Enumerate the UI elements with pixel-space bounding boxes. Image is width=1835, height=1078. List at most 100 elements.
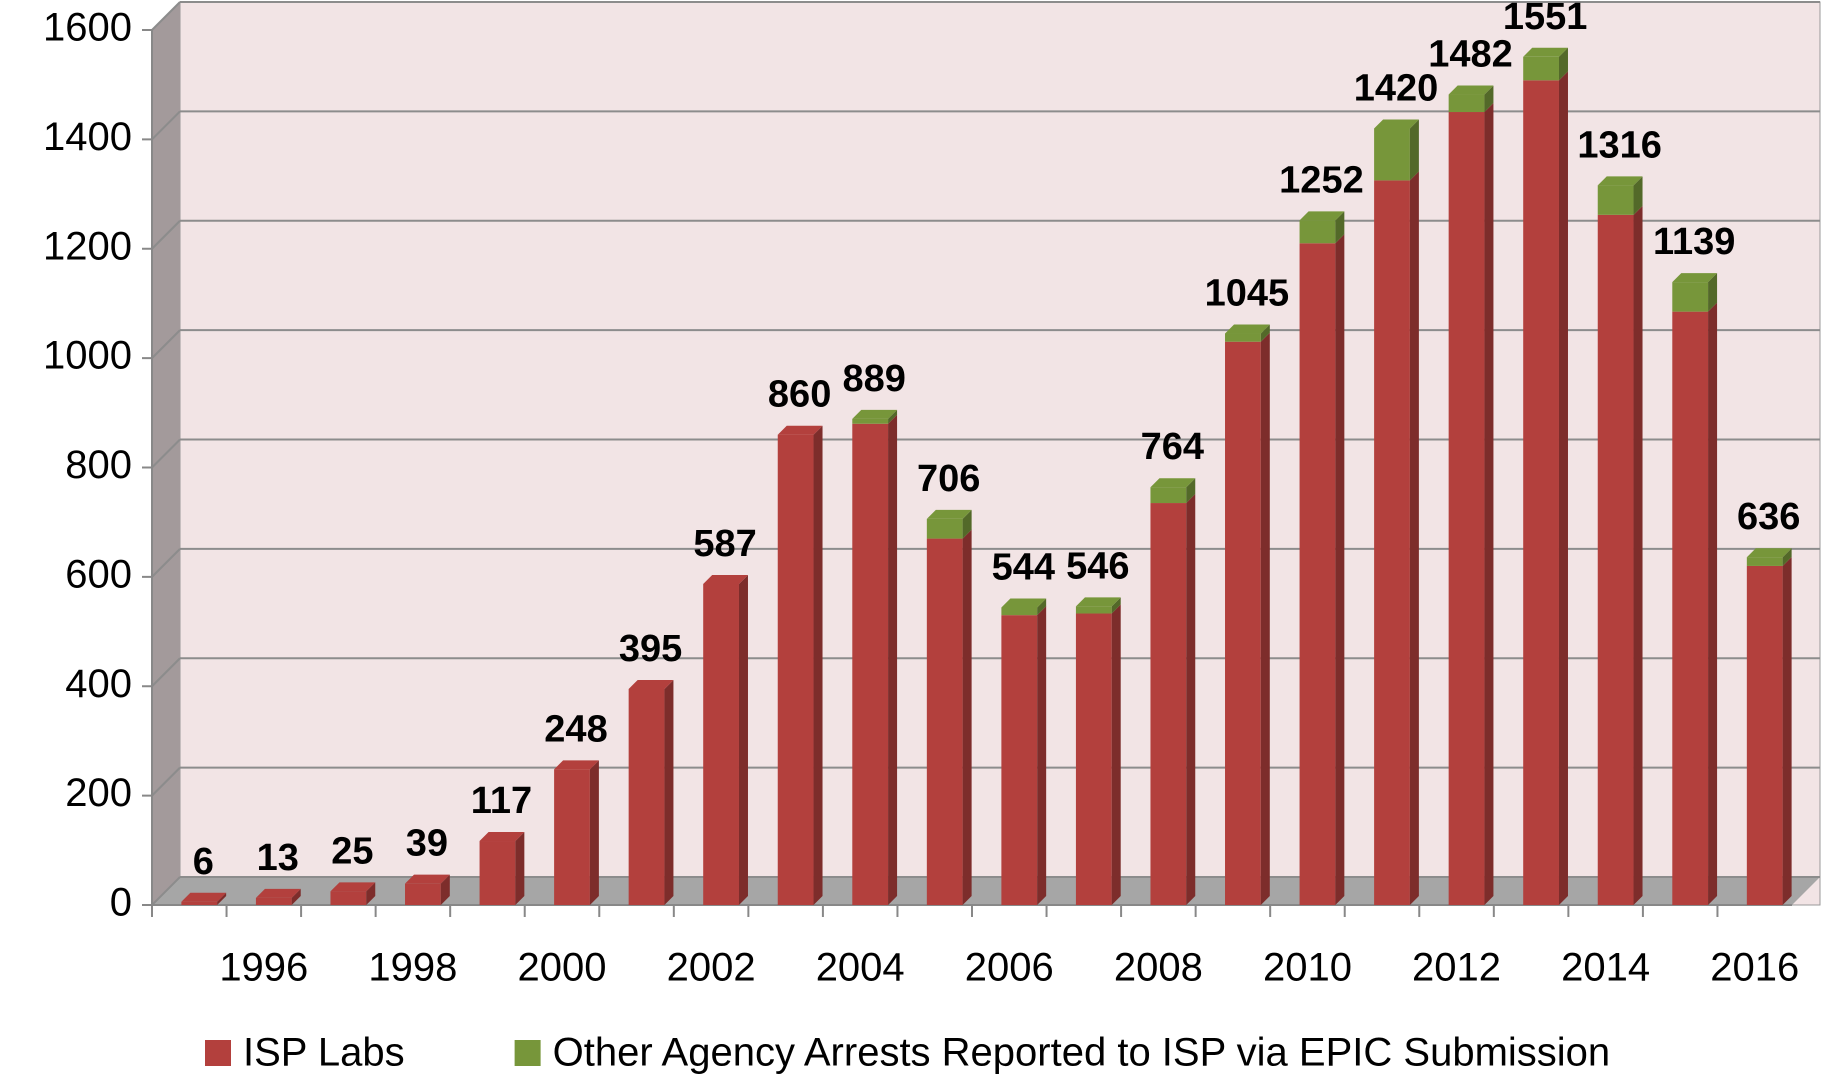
x-tick-label: 2014	[1561, 946, 1650, 990]
bar-top	[703, 574, 748, 584]
bar-side	[1111, 604, 1121, 905]
bar-segment	[479, 841, 516, 905]
data-label: 39	[406, 823, 448, 865]
bar-side	[1633, 176, 1643, 215]
y-tick-label: 1400	[43, 115, 132, 159]
bar-segment	[703, 583, 739, 905]
bar-side	[1409, 171, 1419, 905]
bar-segment	[1150, 503, 1187, 905]
bar-segment	[1597, 214, 1634, 905]
bar-side	[888, 409, 898, 424]
bar-segment	[777, 434, 814, 905]
bar-side	[1708, 302, 1718, 905]
bar-side	[813, 425, 823, 905]
bar-top	[852, 409, 898, 419]
data-label: 1482	[1428, 34, 1513, 76]
bar-side	[1484, 103, 1494, 905]
bar-side	[664, 679, 674, 905]
y-tick-label: 1000	[43, 334, 132, 378]
bar-side	[1335, 211, 1345, 244]
data-label: 117	[471, 780, 532, 822]
bar-top	[1523, 47, 1568, 57]
bar-segment	[1374, 180, 1410, 905]
data-label: 1316	[1577, 124, 1662, 166]
bar-side	[1037, 598, 1047, 616]
bar-segment	[1001, 615, 1038, 905]
bar-side	[1782, 556, 1792, 905]
grid-line-side	[151, 548, 181, 578]
data-label: 25	[331, 830, 373, 872]
data-label: 587	[693, 523, 756, 565]
data-label: 1045	[1205, 273, 1290, 315]
data-label: 860	[768, 374, 831, 416]
bar-side	[738, 574, 748, 905]
bar-top	[1299, 211, 1345, 221]
bar-segment	[1672, 282, 1709, 312]
data-label: 1139	[1653, 221, 1735, 263]
y-tick-label: 1600	[43, 6, 132, 50]
bar-segment	[926, 518, 963, 539]
bar-side	[1708, 273, 1718, 312]
bar-side	[1111, 597, 1121, 614]
floor	[152, 877, 1820, 905]
bar-segment	[1075, 613, 1112, 905]
bar-side	[888, 414, 898, 905]
bar-top	[1150, 478, 1196, 488]
data-label: 1252	[1279, 159, 1364, 201]
bar-segment	[1299, 243, 1336, 905]
bar-segment	[628, 688, 665, 905]
x-tick-label: 1998	[368, 946, 457, 990]
bar-side	[1260, 324, 1270, 342]
data-label: 764	[1141, 426, 1204, 468]
bar-top	[1225, 324, 1270, 334]
bar-side	[1186, 494, 1196, 905]
bar-segment	[1150, 487, 1187, 504]
bar-side	[1558, 71, 1568, 905]
grid-line-side	[151, 220, 181, 250]
data-label: 248	[544, 708, 607, 750]
data-label: 544	[992, 547, 1055, 589]
bar-side	[1186, 478, 1196, 504]
bar-segment	[1746, 565, 1783, 905]
bar-segment	[554, 769, 590, 905]
bar-top	[1001, 598, 1047, 608]
bar-top	[1374, 119, 1419, 129]
x-tick-label: 2012	[1412, 946, 1501, 990]
bar-segment	[1597, 185, 1634, 215]
grid-line-side	[151, 329, 181, 359]
bar-top	[405, 874, 450, 884]
bar-top	[1448, 85, 1494, 95]
plot-wall	[179, 1, 1821, 906]
bar-side	[1782, 548, 1792, 566]
data-label: 13	[257, 837, 299, 879]
grid-line-side	[151, 110, 181, 141]
grid-line-side	[151, 1, 181, 31]
x-tick-label: 2004	[816, 946, 905, 990]
y-tick-label: 400	[65, 662, 132, 706]
legend-swatch	[205, 1040, 231, 1066]
grid-line-side	[151, 876, 181, 906]
x-tick-label: 2002	[667, 946, 756, 990]
bar-segment	[1448, 112, 1485, 905]
bar-segment	[1672, 311, 1709, 905]
x-tick-label: 1996	[219, 946, 308, 990]
grid-line-side	[151, 657, 181, 687]
grid-line-side	[151, 438, 181, 469]
data-label: 546	[1066, 545, 1129, 587]
y-tick-label: 800	[65, 443, 132, 487]
x-tick-label: 2008	[1114, 946, 1203, 990]
bar-segment	[1299, 220, 1336, 244]
bar-side	[515, 832, 525, 905]
bar-segment	[1075, 606, 1112, 614]
bar-segment	[1001, 607, 1038, 616]
bar-top	[1597, 176, 1643, 186]
legend: ISP Labs Other Agency Arrests Reported to…	[205, 1031, 1610, 1075]
bar-side	[1260, 332, 1270, 905]
x-tick-label: 2016	[1710, 946, 1799, 990]
bar-side	[1558, 47, 1568, 81]
legend-label: ISP Labs	[243, 1031, 405, 1075]
y-tick-label: 0	[110, 881, 132, 925]
legend-swatch	[514, 1040, 541, 1066]
bar-side	[217, 892, 227, 905]
